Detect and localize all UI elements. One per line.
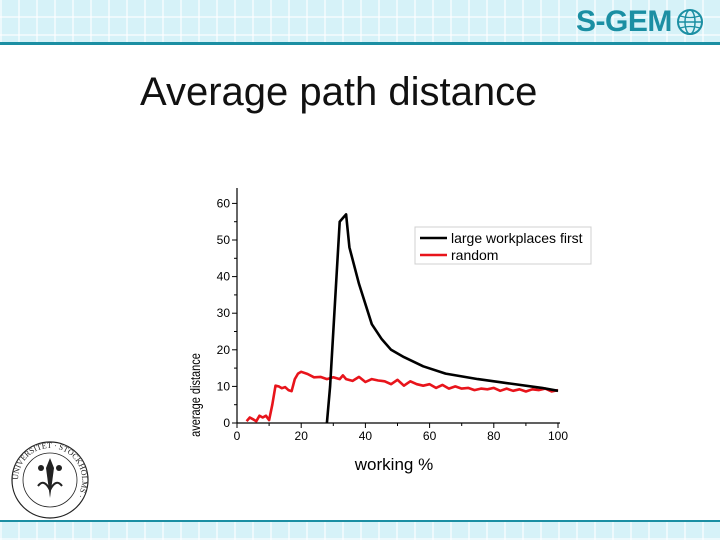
x-tick-label: 60 — [423, 429, 437, 443]
footer-rule — [0, 520, 720, 523]
x-tick-label: 100 — [548, 429, 568, 443]
y-tick-label: 10 — [217, 379, 231, 393]
y-tick-label: 20 — [217, 343, 231, 357]
x-tick-label: 80 — [487, 429, 501, 443]
y-tick-label: 30 — [217, 306, 231, 320]
header-band — [0, 0, 720, 44]
y-tick-label: 40 — [217, 270, 231, 284]
legend-label-large-workplaces: large workplaces first — [451, 230, 583, 246]
globe-icon — [676, 9, 703, 35]
slide-title: Average path distance — [140, 70, 538, 114]
y-axis-label: average distance — [188, 353, 203, 437]
sgem-logo: S-GEM — [576, 4, 705, 40]
logo-text: S-GEM — [576, 5, 672, 38]
x-tick-label: 0 — [234, 429, 241, 443]
y-tick-label: 0 — [223, 416, 230, 430]
x-tick-label: 40 — [359, 429, 373, 443]
footer-band — [0, 522, 720, 540]
legend-label-random: random — [451, 247, 498, 263]
x-axis-label: working % — [354, 455, 433, 474]
legend-box — [414, 226, 592, 265]
series-layer — [245, 213, 559, 424]
x-tick-label: 20 — [295, 429, 309, 443]
chart-ticks: 0 20 40 60 80 100 0 10 20 30 40 50 60 — [217, 196, 569, 443]
y-tick-label: 60 — [217, 196, 231, 210]
chart-axes — [236, 188, 560, 424]
series-line-large-workplaces-first — [325, 213, 559, 424]
chart-legend: large workplaces first random — [414, 226, 592, 265]
series-line-random — [245, 370, 559, 423]
stockholm-university-seal: UNIVERSITET · STOCKHOLMS · — [11, 441, 89, 519]
y-tick-label: 50 — [217, 233, 231, 247]
header-rule — [0, 42, 720, 45]
seal-torch-icon — [46, 458, 54, 498]
